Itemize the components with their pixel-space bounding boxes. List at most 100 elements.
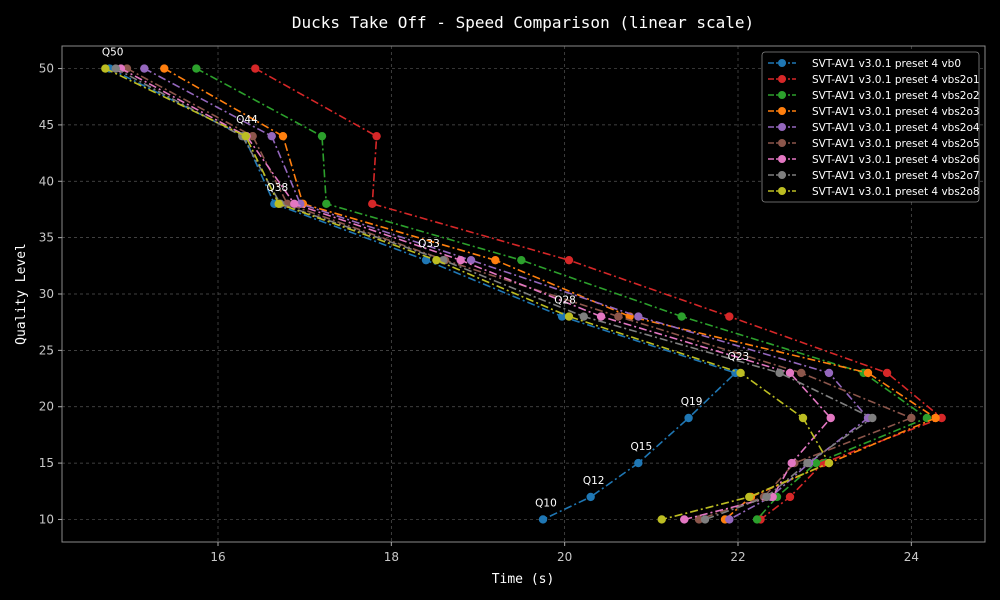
series-line bbox=[195, 67, 929, 521]
x-tick-label: 20 bbox=[557, 550, 572, 564]
data-point bbox=[267, 131, 276, 141]
quality-annotation: Q23 bbox=[728, 351, 750, 363]
legend-entry: SVT-AV1 v3.0.1 preset 4 vbs2o8 bbox=[768, 186, 980, 198]
data-point bbox=[785, 492, 795, 502]
data-point bbox=[278, 131, 288, 141]
data-point bbox=[274, 199, 283, 209]
data-point bbox=[432, 255, 441, 265]
data-point bbox=[368, 199, 377, 209]
data-point bbox=[931, 413, 940, 423]
data-point bbox=[538, 515, 548, 524]
data-point bbox=[634, 458, 643, 468]
legend-label: SVT-AV1 v3.0.1 preset 4 vbs2o6 bbox=[812, 154, 980, 166]
series-line bbox=[120, 67, 832, 521]
legend-entry: SVT-AV1 v3.0.1 preset 4 vbs2o6 bbox=[768, 154, 980, 166]
data-point bbox=[725, 312, 734, 321]
data-point bbox=[657, 515, 666, 524]
legend-entry: SVT-AV1 v3.0.1 preset 4 vbs2o7 bbox=[768, 170, 980, 182]
legend: SVT-AV1 v3.0.1 preset 4 vb0 SVT-AV1 v3.0.… bbox=[761, 51, 980, 203]
data-point bbox=[762, 492, 771, 502]
y-tick-label: 10 bbox=[39, 512, 54, 526]
y-tick-label: 40 bbox=[39, 174, 54, 188]
data-point bbox=[372, 131, 381, 141]
data-point bbox=[725, 515, 734, 524]
data-point bbox=[868, 413, 877, 423]
series-8 bbox=[101, 64, 834, 524]
series-line bbox=[163, 67, 938, 521]
legend-marker bbox=[778, 75, 786, 83]
x-axis-label: Time (s) bbox=[492, 572, 555, 587]
data-point bbox=[775, 368, 784, 378]
data-point bbox=[248, 131, 257, 141]
data-point bbox=[491, 255, 500, 265]
x-tick-label: 16 bbox=[210, 550, 225, 564]
data-point bbox=[564, 312, 574, 321]
quality-annotation: Q28 bbox=[554, 295, 576, 307]
data-point bbox=[317, 131, 327, 141]
x-tick-label: 24 bbox=[904, 550, 919, 564]
data-point bbox=[907, 413, 916, 423]
data-point bbox=[111, 64, 120, 73]
data-point bbox=[684, 413, 693, 423]
legend-label: SVT-AV1 v3.0.1 preset 4 vbs2o3 bbox=[812, 106, 980, 118]
y-tick-label: 15 bbox=[39, 456, 54, 470]
data-point bbox=[322, 199, 331, 209]
y-tick-label: 50 bbox=[39, 62, 54, 76]
legend-label: SVT-AV1 v3.0.1 preset 4 vbs2o4 bbox=[812, 122, 980, 134]
data-point bbox=[768, 492, 777, 502]
y-tick-label: 30 bbox=[39, 287, 54, 301]
data-point bbox=[824, 458, 834, 468]
data-point bbox=[517, 255, 526, 265]
data-point bbox=[421, 255, 431, 265]
legend-entry: SVT-AV1 v3.0.1 preset 4 vb0 bbox=[768, 58, 961, 70]
quality-annotation: Q50 bbox=[102, 47, 124, 59]
data-point bbox=[736, 368, 745, 378]
data-point bbox=[290, 199, 299, 209]
legend-entry: SVT-AV1 v3.0.1 preset 4 vbs2o1 bbox=[768, 74, 980, 86]
chart-title: Ducks Take Off - Speed Comparison (linea… bbox=[292, 13, 754, 32]
data-point bbox=[882, 368, 892, 378]
data-point bbox=[694, 515, 704, 524]
legend-label: SVT-AV1 v3.0.1 preset 4 vbs2o1 bbox=[812, 74, 980, 86]
y-tick-label: 25 bbox=[39, 343, 54, 357]
data-point bbox=[140, 64, 149, 73]
legend-label: SVT-AV1 v3.0.1 preset 4 vbs2o5 bbox=[812, 138, 980, 150]
legend-marker bbox=[778, 107, 786, 115]
legend-label: SVT-AV1 v3.0.1 preset 4 vb0 bbox=[812, 58, 961, 70]
legend-frame bbox=[761, 51, 980, 203]
legend-marker bbox=[778, 91, 786, 99]
legend-marker bbox=[778, 59, 786, 67]
data-point bbox=[824, 368, 834, 378]
data-point bbox=[787, 458, 796, 468]
data-point bbox=[677, 312, 686, 321]
series-2 bbox=[192, 64, 932, 524]
legend-marker bbox=[778, 123, 786, 131]
data-point bbox=[557, 312, 567, 321]
legend-marker bbox=[778, 139, 786, 147]
legend-label: SVT-AV1 v3.0.1 preset 4 vbs2o2 bbox=[812, 90, 980, 102]
data-point bbox=[700, 515, 710, 524]
x-tick-label: 18 bbox=[384, 550, 399, 564]
quality-annotation: Q10 bbox=[535, 497, 557, 509]
y-axis-label: Quality Level bbox=[14, 243, 29, 345]
data-point bbox=[596, 312, 606, 321]
legend-entry: SVT-AV1 v3.0.1 preset 4 vbs2o5 bbox=[768, 138, 980, 150]
quality-annotation: Q15 bbox=[631, 441, 653, 453]
x-tick-label: 22 bbox=[730, 550, 745, 564]
data-point bbox=[798, 413, 808, 423]
data-point bbox=[811, 458, 821, 468]
quality-annotation: Q19 bbox=[681, 396, 703, 408]
legend-entry: SVT-AV1 v3.0.1 preset 4 vbs2o4 bbox=[768, 122, 980, 134]
legend-marker bbox=[778, 187, 786, 195]
series-line bbox=[143, 67, 870, 521]
data-point bbox=[564, 255, 574, 265]
legend-marker bbox=[778, 171, 786, 179]
data-point bbox=[797, 368, 806, 378]
series-line bbox=[109, 67, 737, 521]
data-point bbox=[752, 515, 762, 524]
quality-annotation: Q44 bbox=[236, 114, 258, 126]
data-point bbox=[241, 131, 250, 141]
legend-entry: SVT-AV1 v3.0.1 preset 4 vbs2o2 bbox=[768, 90, 980, 102]
data-point bbox=[826, 413, 835, 423]
